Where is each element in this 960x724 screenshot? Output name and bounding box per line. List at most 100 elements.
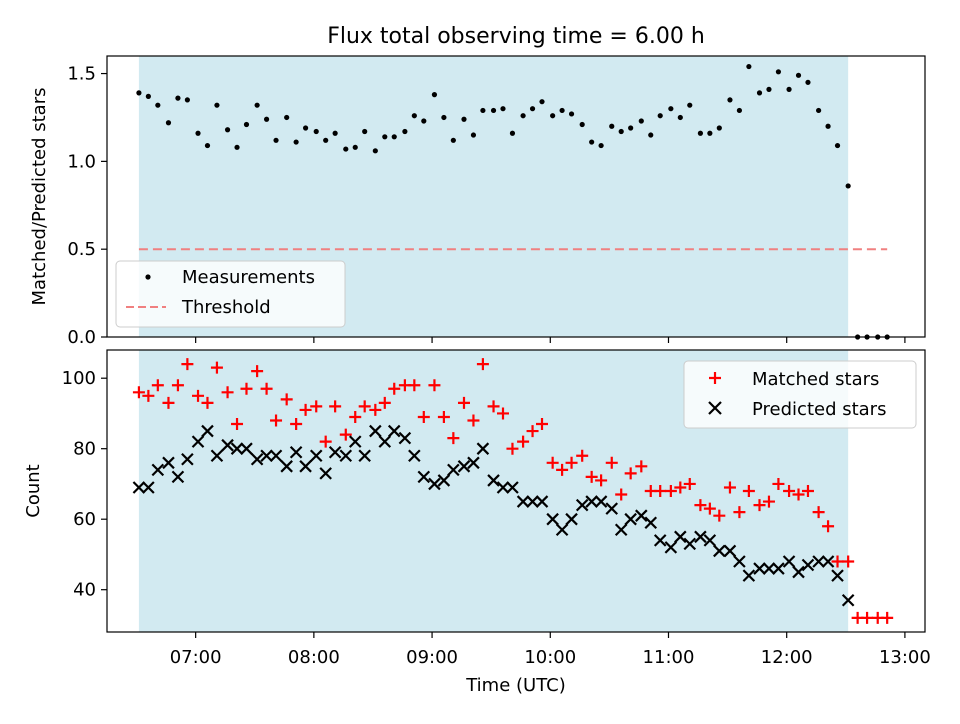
- predicted-star-point: [624, 512, 637, 526]
- matched-star-point: [674, 481, 687, 494]
- predicted-star-point: [496, 481, 510, 494]
- top-legend: Measurements Threshold: [115, 260, 346, 328]
- measurement-point: [736, 107, 743, 114]
- predicted-star-point: [378, 435, 392, 448]
- predicted-star-point: [408, 449, 421, 463]
- bottom-y-tick-label: 100: [62, 368, 96, 389]
- predicted-star-point: [171, 470, 185, 484]
- top-y-tick-label: 1.0: [67, 151, 96, 172]
- matched-star-point: [861, 611, 874, 624]
- measurement-point: [234, 144, 240, 150]
- measurement-point: [707, 130, 713, 136]
- predicted-star-point: [723, 544, 737, 558]
- measurement-point: [431, 92, 438, 98]
- matched-star-point: [417, 410, 430, 423]
- matched-star-point: [151, 379, 164, 392]
- predicted-star-point: [546, 512, 559, 526]
- measurement-point: [352, 144, 358, 150]
- predicted-star-point: [772, 562, 785, 575]
- predicted-star-point: [782, 555, 796, 568]
- predicted-star-point: [457, 460, 471, 473]
- matched-star-point: [290, 418, 303, 431]
- measurement-point: [697, 130, 704, 136]
- measurement-point: [786, 86, 792, 92]
- matched-star-point: [822, 520, 835, 533]
- measurement-point: [293, 139, 299, 145]
- matched-star-point: [624, 467, 637, 480]
- predicted-star-point: [467, 456, 480, 470]
- predicted-star-point: [535, 495, 549, 508]
- predicted-star-point: [151, 463, 165, 477]
- predicted-star-point: [269, 449, 283, 463]
- top-axes-frame: [106, 55, 926, 338]
- predicted-star-point: [644, 516, 658, 530]
- bottom-legend-box: [683, 360, 917, 429]
- measurement-point: [411, 113, 417, 119]
- measurement-point: [834, 142, 841, 149]
- matched-star-point: [319, 435, 332, 448]
- predicted-star-point: [398, 431, 412, 445]
- measurement-point: [825, 123, 831, 129]
- measurement-point: [441, 114, 447, 121]
- x-tick-label: 12:00: [761, 647, 813, 668]
- predicted-star-point: [476, 442, 490, 455]
- matched-star-point: [595, 474, 608, 487]
- measurement-point: [816, 107, 822, 114]
- predicted-star-point: [733, 555, 746, 568]
- top-panel-ratio: 0.0 0.5 1.0 1.5 Matched/Predicted stars Mea…: [29, 55, 926, 348]
- measurement-point: [273, 137, 279, 143]
- predicted-star-point: [555, 523, 569, 537]
- measurement-point: [500, 106, 506, 112]
- predicted-star-point: [614, 523, 628, 537]
- matched-star-point: [703, 502, 716, 515]
- predicted-star-point: [812, 555, 825, 568]
- matched-star-point: [742, 485, 755, 497]
- measurement-point: [618, 128, 624, 135]
- predicted-star-point: [289, 445, 303, 459]
- predicted-star-point: [328, 445, 342, 459]
- matched-star-point: [881, 611, 894, 624]
- measurement-point: [175, 95, 181, 101]
- matched-star-point: [467, 414, 480, 427]
- measurement-point: [845, 183, 851, 189]
- x-tick-label: 08:00: [288, 647, 340, 668]
- matched-star-point: [240, 382, 253, 395]
- measurement-point: [628, 125, 634, 131]
- matched-star-point: [349, 410, 362, 423]
- matched-star-point: [457, 396, 470, 409]
- measurement-point: [657, 113, 663, 119]
- measurement-point: [332, 130, 338, 136]
- matched-star-point: [713, 509, 726, 522]
- predicted-star-point: [142, 481, 155, 494]
- measurement-point: [539, 99, 545, 105]
- top-y-tick-label: 0.0: [67, 327, 96, 348]
- measurement-point: [184, 97, 190, 103]
- measurement-point: [382, 134, 388, 140]
- matched-star-point: [783, 485, 796, 497]
- measurement-point: [391, 134, 397, 140]
- matched-star-point: [447, 432, 460, 445]
- predicted-star-point: [841, 593, 855, 607]
- predicted-star-point: [319, 467, 332, 480]
- x-tick-label: 10:00: [524, 647, 576, 668]
- matched-star-point: [772, 477, 785, 490]
- predicted-star-point: [132, 481, 146, 494]
- matched-star-point: [792, 488, 805, 501]
- measurement-point: [204, 142, 211, 149]
- matched-star-point: [733, 506, 746, 519]
- bottom-panel-counts: 40 60 80 100 07:00 08:00 09:00 10:00 11:00 12:00…: [23, 349, 931, 696]
- legend-measurements-label: Measurements: [182, 267, 315, 288]
- predicted-star-point: [181, 452, 194, 466]
- measurement-point: [343, 146, 349, 152]
- matched-star-point: [142, 389, 155, 402]
- measurement-point: [313, 128, 319, 135]
- predicted-star-point: [428, 477, 441, 491]
- predicted-star-point: [339, 449, 353, 463]
- predicted-star-point: [348, 435, 362, 448]
- matched-star-point: [654, 485, 667, 497]
- measurement-point: [766, 86, 772, 92]
- predicted-star-point: [713, 544, 726, 558]
- matched-star-point: [270, 414, 283, 427]
- bottom-y-axis-label: Count: [23, 464, 44, 517]
